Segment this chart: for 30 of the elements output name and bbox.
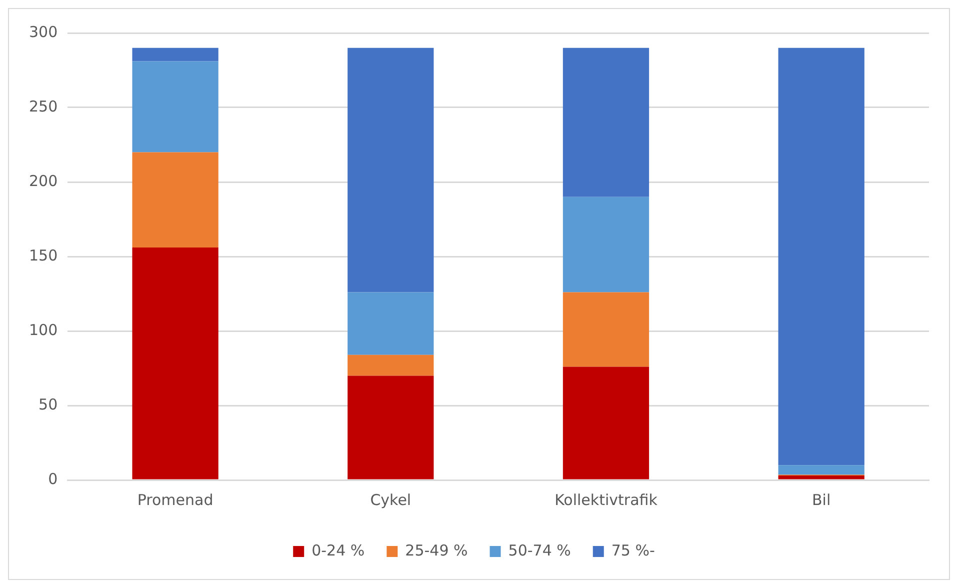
bar [562,366,650,480]
bar [348,376,434,480]
y-tick-label: 100 [28,320,58,339]
legend-label: 0-24 % [312,541,365,560]
y-tick-label: 50 [38,395,58,414]
bar [132,248,218,480]
x-tick-label: Kollektivtrafik [554,490,658,509]
bar [562,292,650,367]
bar [778,48,864,466]
y-tick-label: 200 [28,172,58,190]
bar [778,465,864,475]
bar [132,152,218,248]
y-tick-label: 300 [28,22,58,41]
bar [348,292,434,355]
bar [562,196,650,292]
bar [778,476,864,480]
x-tick-label: Bil [812,490,831,509]
bar [132,61,218,152]
legend-label: 25-49 % [405,541,468,560]
bar [562,48,650,197]
bar [348,48,434,292]
x-tick-label: Cykel [370,490,412,509]
bar [348,354,434,376]
y-tick-label: 150 [28,246,58,264]
x-tick-label: Promenad [137,490,214,509]
legend-label: 50-74 % [508,541,571,560]
bar [132,48,218,62]
legend-label: 75 %- [611,541,655,560]
y-tick-label: 250 [28,97,58,116]
y-tick-label: 0 [48,470,58,488]
